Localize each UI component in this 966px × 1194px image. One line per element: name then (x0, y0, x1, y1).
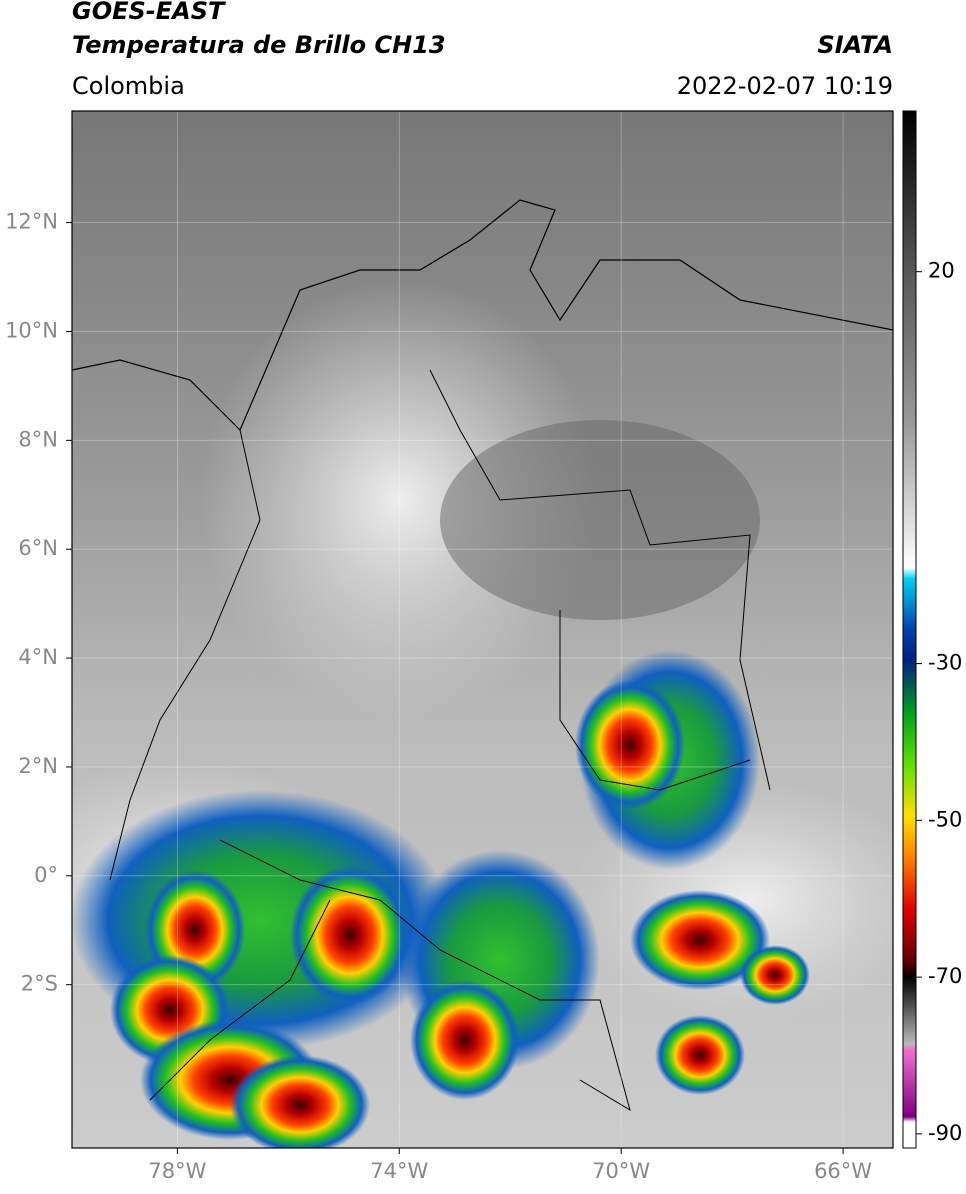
lat-label: 8°N (18, 427, 58, 451)
datetime: 2022-02-07 10:19 (677, 72, 893, 100)
lon-label: 78°W (148, 1159, 206, 1183)
satellite-image (72, 111, 893, 1148)
lon-label: 70°W (592, 1159, 650, 1183)
colorbar-label: -50 (928, 807, 962, 831)
lat-label: 12°N (5, 210, 58, 234)
title: GOES-EAST (72, 0, 226, 25)
source: SIATA (817, 31, 893, 59)
lat-label: 2°S (21, 972, 58, 996)
region: Colombia (72, 72, 185, 100)
colorbar-label: -70 (928, 964, 962, 988)
lon-label: 66°W (814, 1159, 872, 1183)
lat-label: 10°N (5, 318, 58, 342)
graticule (72, 111, 893, 1148)
lat-label: 6°N (18, 536, 58, 560)
lon-label: 74°W (370, 1159, 428, 1183)
colorbar-label: 20 (928, 259, 955, 283)
lat-label: 0° (34, 863, 58, 887)
map-frame (71, 110, 894, 1149)
subtitle: Temperatura de Brillo CH13 (72, 31, 446, 59)
lat-label: 2°N (18, 754, 58, 778)
colorbar-label: -30 (928, 651, 962, 675)
colorbar-label: -90 (928, 1121, 962, 1145)
colorbar (902, 110, 917, 1149)
lat-label: 4°N (18, 645, 58, 669)
